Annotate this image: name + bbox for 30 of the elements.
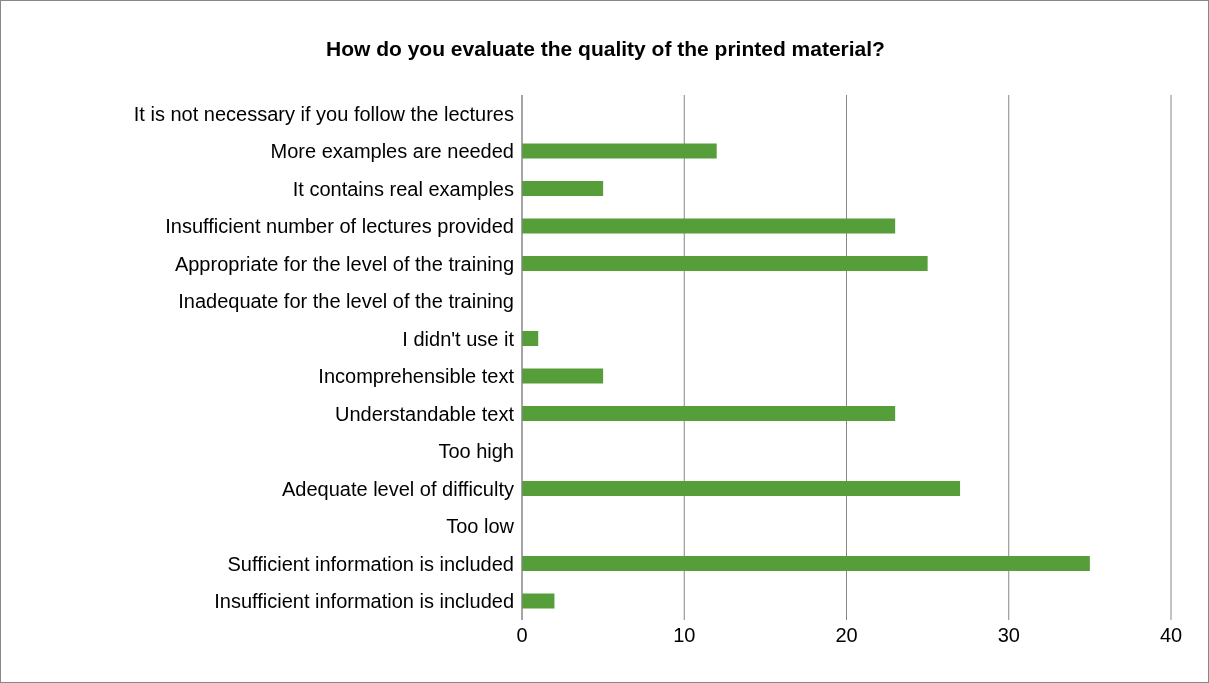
y-tick-label: It contains real examples [292,177,514,200]
y-tick-label: Sufficient information is included [227,552,514,575]
y-tick-label: Inadequate for the level of the training [178,290,514,313]
bar [522,481,961,496]
x-tick-label: 10 [673,624,696,647]
x-tick-label: 20 [835,624,858,647]
y-tick-label: Insufficient information is included [214,590,514,613]
x-tick-label: 0 [516,624,528,647]
bar [522,406,896,421]
bar [522,256,928,271]
bar [522,593,555,609]
bar [522,218,896,234]
y-tick-label: More examples are needed [270,140,514,163]
chart-title: How do you evaluate the quality of the printed material? [325,37,886,61]
y-tick-label: Incomprehensible text [318,365,515,388]
bar [522,181,604,196]
y-tick-label: Too low [446,515,515,538]
bar [522,368,604,384]
y-tick-label: Adequate level of difficulty [281,477,514,500]
y-tick-label: Understandable text [334,402,515,425]
y-tick-label: It is not necessary if you follow the lectures [133,102,514,125]
y-tick-label: Appropriate for the level of the training [174,252,514,275]
bar [522,143,717,159]
x-tick-label: 30 [997,624,1020,647]
bar [522,556,1090,571]
y-tick-label: Insufficient number of lectures provided [165,215,514,238]
y-tick-label: Too high [438,440,514,463]
bar [522,331,539,346]
x-tick-label: 40 [1159,624,1183,647]
y-tick-label: I didn't use it [402,327,515,350]
